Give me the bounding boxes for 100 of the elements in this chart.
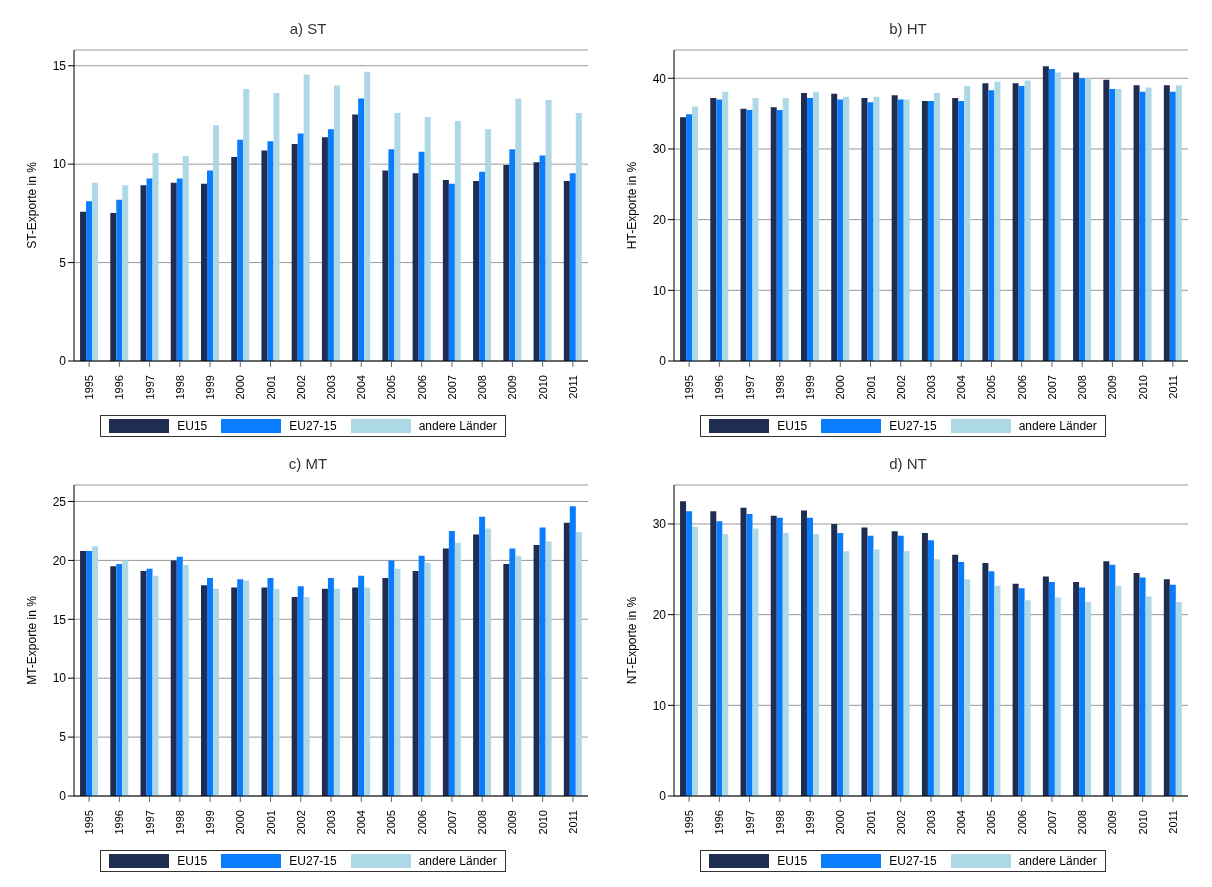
bar <box>152 153 159 361</box>
y-tick-label: 10 <box>52 157 67 172</box>
bar <box>1018 86 1025 361</box>
bar <box>206 170 213 361</box>
bar <box>243 580 250 796</box>
x-tick-label: 2010 <box>1136 810 1149 835</box>
x-tick-label: 1998 <box>173 375 186 400</box>
chart-title: d) NT <box>888 454 928 474</box>
bar <box>782 98 789 361</box>
bar <box>1054 597 1061 796</box>
bar <box>716 521 723 796</box>
bar <box>897 535 904 796</box>
x-tick-label: 1995 <box>83 375 96 400</box>
bar <box>575 532 582 796</box>
bar <box>964 86 971 361</box>
bar <box>333 85 340 361</box>
bar <box>563 522 570 796</box>
x-tick-label: 2003 <box>925 810 937 835</box>
bar <box>327 129 334 361</box>
bar <box>533 545 540 796</box>
y-tick-label: 0 <box>59 789 67 804</box>
x-tick-label: 2006 <box>1015 375 1028 400</box>
bar <box>1012 583 1019 796</box>
bar <box>364 587 371 796</box>
legend-label: EU15 <box>777 854 808 868</box>
chart-title: a) ST <box>288 19 328 39</box>
bar <box>1085 78 1092 361</box>
x-tick-label: 2006 <box>415 375 428 400</box>
x-tick-label: 2004 <box>955 810 968 835</box>
x-tick-label: 1996 <box>113 810 126 835</box>
x-tick-label: 2006 <box>1015 810 1028 835</box>
bar <box>485 129 492 361</box>
bar <box>927 100 934 361</box>
bar <box>503 164 510 361</box>
bar <box>291 143 298 361</box>
bar <box>891 95 898 361</box>
bar <box>509 548 516 796</box>
bar <box>146 568 153 796</box>
y-tick-label: 10 <box>52 671 67 686</box>
x-tick-label: 2010 <box>1136 375 1149 400</box>
bar <box>545 100 552 361</box>
x-tick-label: 2002 <box>894 810 907 835</box>
bar <box>382 578 389 796</box>
bar <box>176 556 183 796</box>
x-tick-label: 1995 <box>683 375 696 400</box>
bar <box>1133 572 1140 796</box>
x-tick-label: 2009 <box>506 810 519 835</box>
bar <box>182 565 189 796</box>
bar <box>212 125 219 361</box>
bar <box>382 170 389 361</box>
y-tick-label: 30 <box>652 517 667 532</box>
bar <box>692 106 699 361</box>
bar <box>897 99 904 361</box>
bar <box>509 149 516 361</box>
bar <box>473 181 480 361</box>
y-tick-label: 5 <box>59 255 67 270</box>
x-tick-label: 2008 <box>1076 810 1089 835</box>
bar <box>122 560 129 796</box>
bar <box>921 100 928 361</box>
x-tick-label: 2009 <box>1106 375 1119 400</box>
x-tick-label: 1995 <box>683 810 696 835</box>
bar <box>1169 584 1176 796</box>
bar <box>176 178 183 361</box>
bar <box>358 98 365 361</box>
bar <box>994 81 1001 361</box>
bar <box>297 133 304 361</box>
bar <box>933 93 940 361</box>
bar <box>1018 588 1025 796</box>
bar <box>1115 88 1122 361</box>
bar <box>327 578 334 796</box>
bar <box>485 528 492 796</box>
x-tick-label: 2006 <box>415 810 428 835</box>
bar <box>231 587 238 796</box>
bar <box>800 510 807 796</box>
legend-label: andere Länder <box>1018 854 1097 868</box>
bar <box>752 98 759 361</box>
x-tick-label: 1997 <box>743 375 756 400</box>
bar <box>170 560 177 796</box>
bar <box>291 596 298 796</box>
bar <box>388 149 395 361</box>
bar <box>394 568 401 796</box>
x-tick-label: 2002 <box>894 375 907 400</box>
bar <box>710 98 717 361</box>
bar <box>921 533 928 796</box>
bar <box>442 548 449 796</box>
bar <box>903 551 910 796</box>
bar <box>800 93 807 361</box>
bar <box>473 534 480 796</box>
bar <box>122 185 129 361</box>
bar <box>903 99 910 361</box>
bar <box>261 150 268 361</box>
bar <box>1109 564 1116 796</box>
bar <box>569 173 576 361</box>
x-tick-label: 2011 <box>1166 375 1179 399</box>
bar <box>1163 579 1170 796</box>
bar <box>1042 66 1049 361</box>
x-tick-label: 1996 <box>113 375 126 400</box>
bar <box>1024 600 1031 796</box>
bar <box>1103 79 1110 361</box>
bar <box>364 71 371 361</box>
